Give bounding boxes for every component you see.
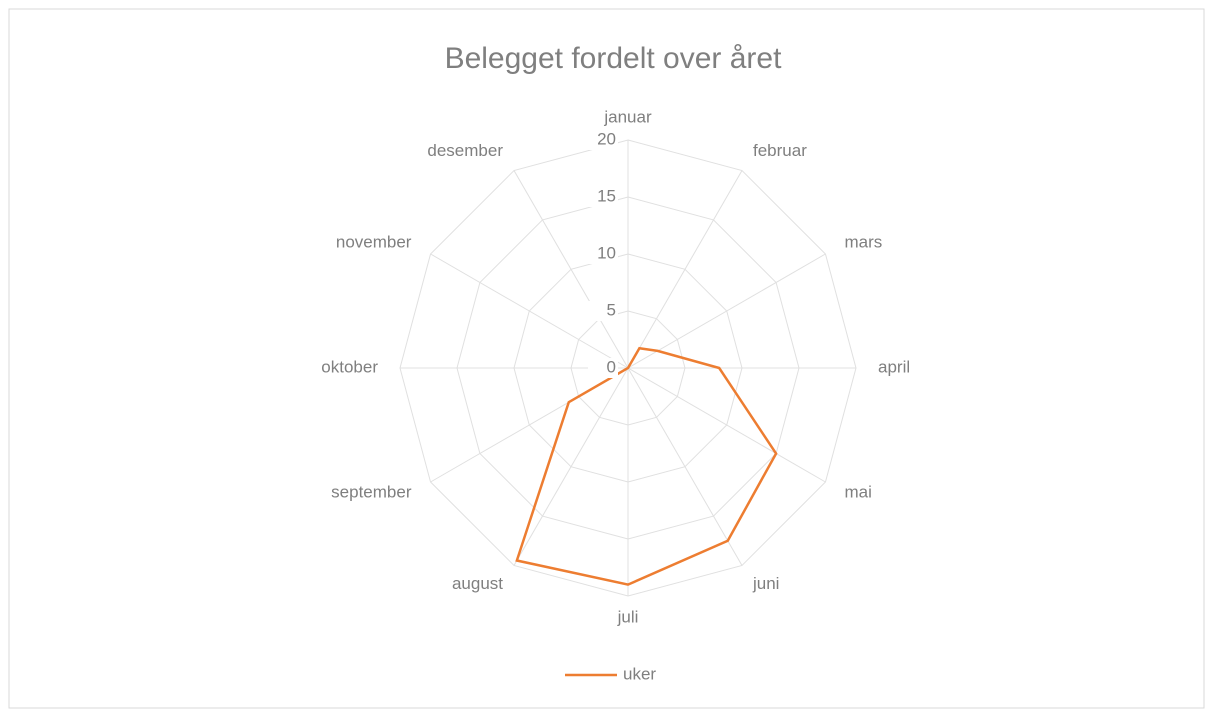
- category-label: august: [452, 574, 503, 593]
- r-tick-label: 5: [607, 300, 616, 319]
- category-label: juli: [617, 607, 639, 626]
- legend-label: uker: [623, 664, 656, 683]
- category-label: mars: [845, 232, 883, 251]
- tick-label-bg: [588, 244, 618, 264]
- category-label: oktober: [321, 357, 378, 376]
- tick-label-bg: [588, 301, 618, 321]
- tick-label-bg: [588, 358, 618, 378]
- spoke: [627, 253, 826, 369]
- category-label: september: [331, 482, 412, 501]
- spoke: [627, 367, 743, 566]
- category-label: desember: [427, 141, 503, 160]
- r-tick-label: 0: [607, 357, 616, 376]
- r-tick-label: 15: [597, 186, 616, 205]
- category-label: februar: [753, 141, 807, 160]
- spoke: [513, 170, 629, 369]
- r-tick-label: 20: [597, 129, 616, 148]
- r-tick-label: 10: [597, 243, 616, 262]
- chart-title: Belegget fordelt over året: [445, 42, 783, 75]
- tick-label-bg: [588, 130, 618, 150]
- spoke: [430, 253, 629, 369]
- spoke: [627, 367, 826, 483]
- spoke: [513, 367, 629, 566]
- category-label: april: [878, 357, 910, 376]
- category-label: mai: [845, 482, 872, 501]
- category-label: november: [336, 232, 412, 251]
- category-label: juni: [752, 574, 779, 593]
- category-label: januar: [603, 107, 652, 126]
- tick-label-bg: [588, 187, 618, 207]
- series-line: [515, 346, 778, 586]
- spoke: [627, 170, 743, 369]
